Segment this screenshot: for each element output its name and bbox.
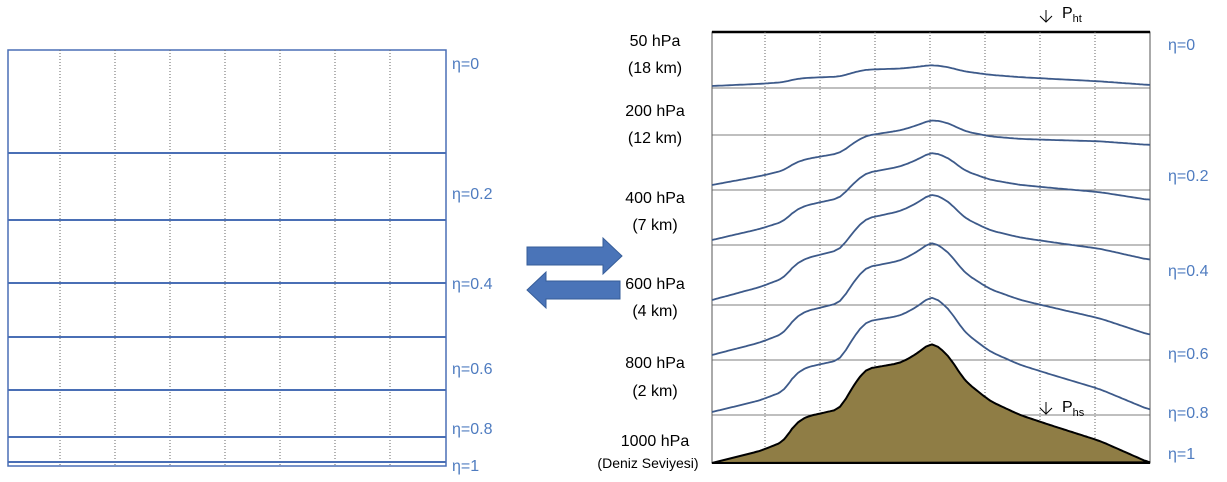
eta-label: η=0.2 [1168,168,1209,185]
eta-label: η=1 [452,458,479,475]
eta-surface [711,194,1151,301]
eta-label: η=0.4 [1168,263,1209,280]
pointer [1039,10,1053,23]
height-label: (7 km) [632,217,677,234]
eta-label: η=0.8 [452,421,493,438]
symbol: P [1062,399,1073,416]
left-frame [7,49,447,467]
arrow-left [526,270,621,310]
eta-label: η=0.4 [452,276,493,293]
eta-label: η=0 [452,56,479,73]
subscript: hs [1073,407,1085,419]
symbol: P [1062,5,1073,22]
height-label: (2 km) [632,383,677,400]
eta-surface [711,296,1151,413]
height-label: (12 km) [628,130,682,147]
right-panel [711,30,1151,464]
height-label: (18 km) [628,60,682,77]
pressure-label: 50 hPa [630,33,681,50]
eta-label: η=0.6 [1168,346,1209,363]
pressure-label: 200 hPa [625,103,685,120]
eta-label: η=0.6 [452,361,493,378]
subscript: ht [1073,13,1082,25]
eta-surface [711,242,1151,356]
eta-surface [711,119,1151,186]
height-label: (4 km) [632,303,677,320]
pressure-label: 600 hPa [625,276,685,293]
pressure-label: 400 hPa [625,190,685,207]
left-grid [7,49,447,467]
eta-surface [711,152,1151,241]
pressure-labels: 50 hPa (18 km) 200 hPa (12 km) 400 hPa (… [597,33,698,471]
eta-label: η=0 [1168,37,1195,54]
surface-pressure: Phs [1062,399,1085,419]
pointer [1039,402,1053,415]
height-label: (Deniz Seviyesi) [597,455,698,471]
eta-label: η=0.2 [452,186,493,203]
pressure-label: 1000 hPa [621,433,690,450]
arrow-right [526,236,623,276]
terrain [711,343,1151,464]
eta-label: η=0.8 [1168,405,1209,422]
pressure-label: 800 hPa [625,355,685,372]
eta-label: η=1 [1168,446,1195,463]
top-pressure: Pht [1062,5,1082,25]
eta-surface [711,64,1151,87]
